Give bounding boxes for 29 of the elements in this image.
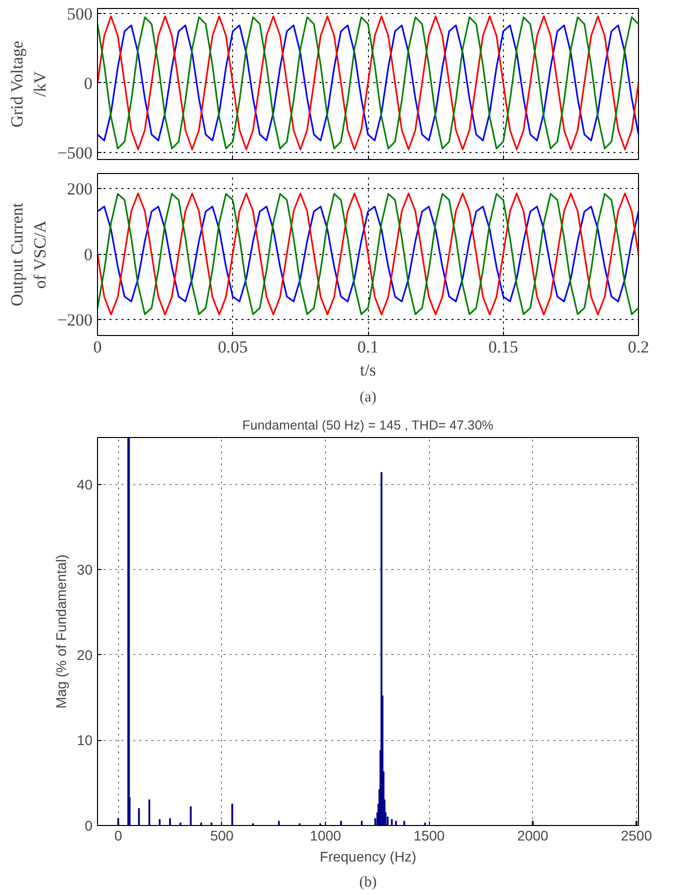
x-tick-label: 0.2 — [628, 338, 650, 356]
x-tick-label: 1000 — [310, 828, 342, 844]
y-axis-title: Mag (% of Fundamental) — [52, 554, 69, 709]
text: (b) — [359, 874, 377, 890]
x-axis-title: t/s — [360, 360, 376, 380]
x-tick-label: 2500 — [620, 828, 652, 844]
x-tick-label: 0 — [114, 828, 122, 844]
y-tick-label: 40 — [76, 476, 93, 492]
chart-title: Fundamental (50 Hz) = 145 , THD= 47.30% — [242, 418, 494, 432]
y-tick-label: 500 — [67, 4, 92, 24]
y-tick-label: −200 — [57, 310, 93, 330]
y-tick-label: 10 — [76, 732, 93, 748]
x-axis-title: Frequency (Hz) — [320, 848, 416, 864]
y-tick-label: 0 — [84, 245, 92, 264]
y-tick-label: −500 — [57, 143, 93, 162]
x-tick-label: 2000 — [517, 828, 549, 844]
y-tick-label: 0 — [84, 818, 93, 834]
y-tick-label: 200 — [67, 180, 92, 199]
text: (a) — [360, 390, 376, 406]
x-tick-label: 1500 — [414, 828, 445, 844]
x-tick-label: 0.05 — [218, 338, 248, 356]
x-tick-label: 500 — [210, 828, 234, 844]
y-axis-title: Output Current of VSC/A — [8, 202, 50, 306]
y-tick-label: 0 — [84, 74, 92, 93]
y-axis-title: Grid Voltage /kV — [8, 40, 50, 128]
y-tick-label: 30 — [76, 562, 93, 578]
x-tick-label: 0.1 — [357, 338, 379, 356]
x-tick-label: 0.15 — [488, 338, 518, 356]
y-tick-label: 20 — [76, 646, 93, 663]
